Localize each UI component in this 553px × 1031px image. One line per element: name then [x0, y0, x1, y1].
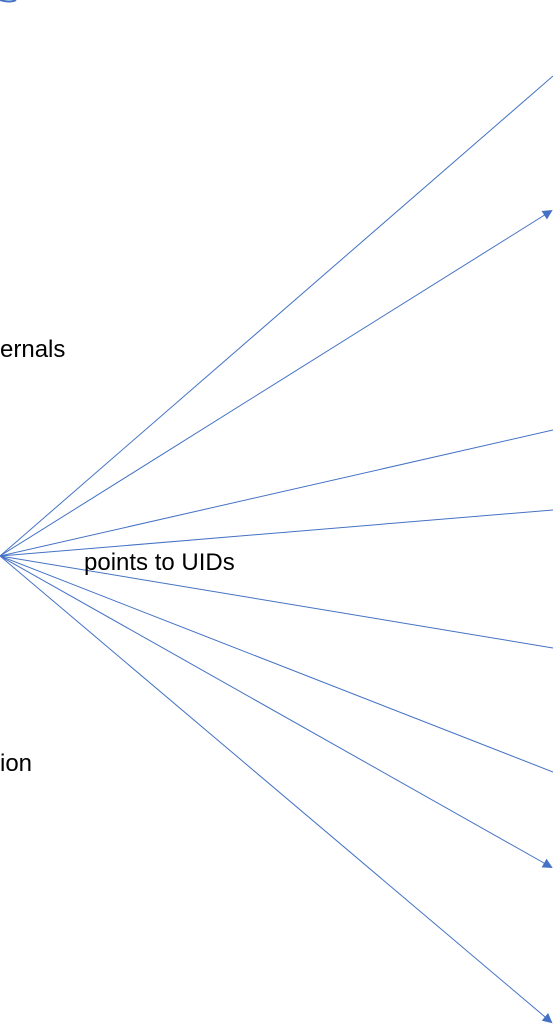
connector-5	[0, 555, 553, 649]
connector-8	[0, 555, 553, 1024]
connector-4	[0, 509, 553, 557]
top-left-shape-edge	[0, 0, 17, 3]
points-to-uids-label: points to UIDs	[84, 549, 235, 576]
connector-7	[0, 555, 553, 868]
connector-3	[0, 429, 553, 557]
internals-label: ernals	[0, 336, 66, 363]
connector-1	[0, 75, 553, 557]
connector-lines	[0, 75, 553, 1024]
connector-2	[0, 209, 553, 557]
connector-6	[0, 555, 553, 773]
ion-label: ion	[0, 750, 33, 777]
